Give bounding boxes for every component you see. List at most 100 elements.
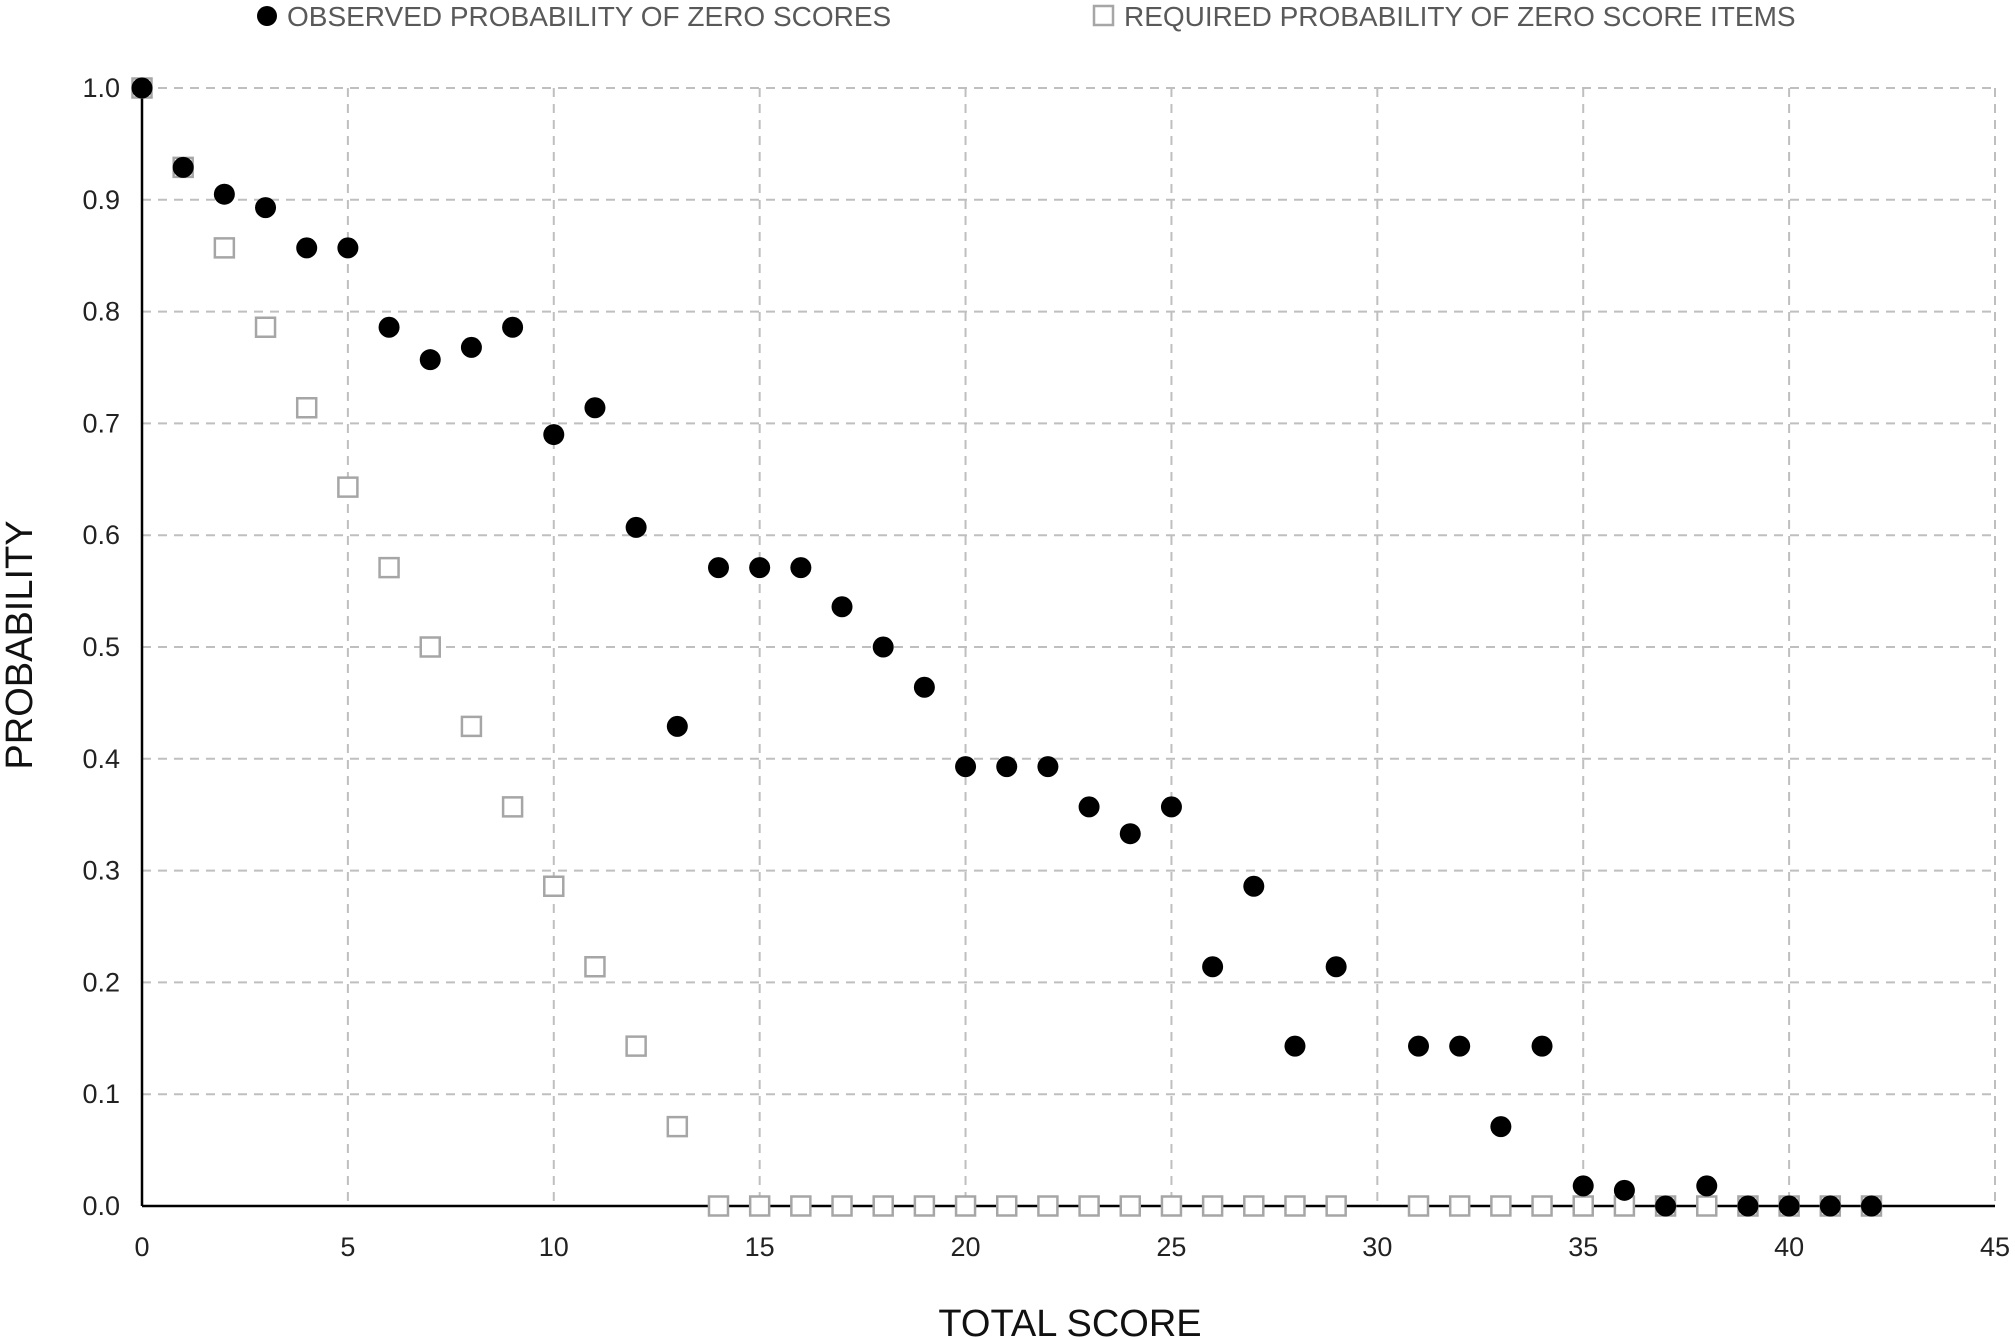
y-tick-label: 0.4 [82,744,120,774]
observed-point [1572,1175,1594,1197]
y-tick-label: 0.1 [82,1079,120,1109]
required-point [1407,1195,1430,1217]
y-tick-label: 1.0 [82,73,120,103]
required-point [1325,1195,1347,1217]
observed-point [1655,1195,1677,1217]
required-point [337,476,359,498]
observed-point [1778,1195,1800,1217]
x-tick-label: 15 [745,1232,775,1262]
observed-point [296,237,318,259]
x-tick-label: 5 [340,1232,355,1262]
observed-point [1449,1035,1471,1057]
observed-point [1613,1179,1635,1201]
legend-marker-observed [257,6,277,26]
required-point [1078,1195,1100,1217]
required-point [1243,1195,1265,1217]
observed-point [584,397,606,419]
observed-point [666,715,688,737]
observed-point [213,183,235,205]
observed-point [1078,796,1100,818]
required-point [419,636,441,658]
observed-point [1325,956,1347,978]
observed-point [996,756,1018,778]
x-axis-title: TOTAL SCORE [938,1303,1201,1340]
observed-point [1160,796,1182,818]
observed-point [378,316,400,338]
observed-point [1284,1035,1306,1057]
observed-point [460,336,482,358]
x-tick-label: 20 [951,1232,981,1262]
required-point [1490,1195,1512,1217]
required-point [213,237,236,259]
required-point [831,1195,853,1217]
required-point [995,1195,1018,1217]
y-tick-label: 0.7 [82,408,120,438]
x-tick-label: 25 [1156,1232,1186,1262]
x-tick-label: 35 [1568,1232,1598,1262]
required-point [1119,1195,1142,1217]
required-point [790,1195,812,1217]
required-point [872,1195,894,1217]
required-point [501,796,524,818]
observed-point [1243,875,1265,897]
required-point [1160,1195,1183,1217]
observed-point [337,237,359,259]
observed-point [625,516,647,538]
observed-point [1119,823,1141,845]
x-tick-label: 0 [134,1232,149,1262]
observed-point [1490,1116,1512,1138]
required-point [748,1195,771,1217]
y-axis-title: PROBABILITY [0,520,41,769]
x-tick-label: 10 [539,1232,569,1262]
observed-point [172,156,194,178]
y-tick-labels: 0.0 0.1 0.2 0.3 0.4 0.5 0.6 0.7 0.8 0.9 1.0 [82,73,120,1221]
y-tick-label: 0.5 [82,632,120,662]
required-point [707,1195,730,1217]
observed-point [1860,1195,1882,1217]
x-tick-label: 45 [1980,1232,2010,1262]
observed-point [1037,756,1059,778]
observed-point [502,316,524,338]
x-tick-labels: 0 5 10 15 20 25 30 35 40 45 [134,1232,2010,1262]
required-point [1696,1195,1718,1217]
y-tick-label: 0.8 [82,297,120,327]
required-point [1531,1195,1553,1217]
required-point [625,1035,647,1057]
observed-point [255,197,277,219]
observed-point [131,77,153,99]
y-tick-label: 0.6 [82,520,120,550]
required-point [913,1195,936,1217]
required-point [584,955,606,978]
required-point [954,1195,977,1217]
observed-point [707,557,729,579]
observed-point [1202,956,1224,978]
required-point [1572,1195,1594,1217]
observed-point [543,424,565,446]
y-tick-label: 0.9 [82,185,120,215]
y-tick-label: 0.3 [82,856,120,886]
required-point [1201,1195,1224,1217]
legend: OBSERVED PROBABILITY OF ZERO SCORES REQU… [257,1,1796,32]
legend-marker-required [1092,4,1115,27]
observed-point [1531,1035,1553,1057]
observed-point [749,557,771,579]
legend-label-required: REQUIRED PROBABILITY OF ZERO SCORE ITEMS [1124,1,1796,32]
y-tick-label: 0.2 [82,967,120,997]
observed-point [831,596,853,618]
observed-point [913,676,935,698]
gridlines [142,87,1996,1206]
required-point [378,556,400,579]
observed-point [1737,1195,1759,1217]
required-point [543,875,565,898]
observed-point [419,349,441,371]
observed-point [1819,1195,1841,1217]
observed-point [1408,1035,1430,1057]
required-point [666,1115,689,1138]
series-observed-probability [131,77,1882,1217]
required-point [1037,1195,1059,1217]
required-point [460,715,483,738]
legend-label-observed: OBSERVED PROBABILITY OF ZERO SCORES [287,1,891,32]
x-tick-label: 30 [1362,1232,1392,1262]
y-tick-label: 0.0 [82,1191,120,1221]
required-point [1448,1195,1471,1217]
